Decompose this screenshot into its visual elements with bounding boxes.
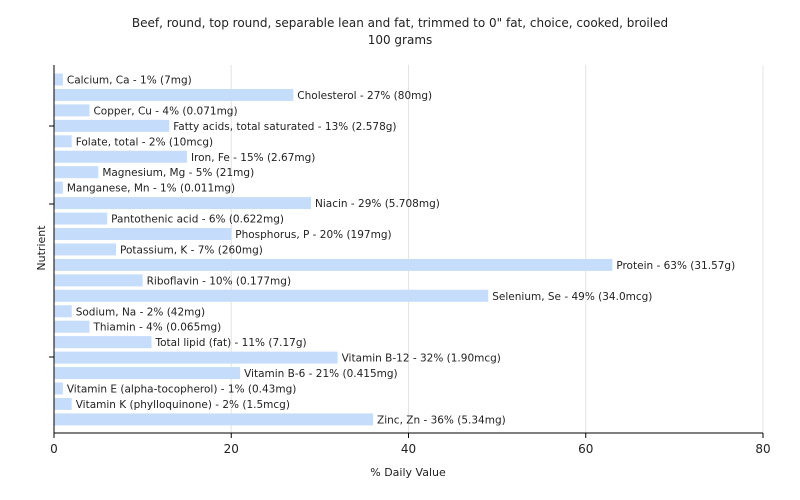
bar-label: Phosphorus, P - 20% (197mg) bbox=[235, 229, 391, 241]
bar bbox=[54, 166, 99, 179]
chart-title: Beef, round, top round, separable lean a… bbox=[132, 16, 668, 30]
bar-label: Calcium, Ca - 1% (7mg) bbox=[67, 75, 192, 87]
bar bbox=[54, 351, 338, 364]
bar bbox=[54, 413, 374, 426]
bar bbox=[54, 228, 232, 240]
bar bbox=[54, 382, 63, 395]
bar-label: Iron, Fe - 15% (2.67mg) bbox=[191, 152, 315, 164]
bar bbox=[54, 289, 489, 302]
y-axis-label: Nutrient bbox=[35, 225, 48, 271]
x-tick-label: 80 bbox=[755, 442, 770, 456]
x-tick-label: 20 bbox=[224, 442, 239, 456]
bar bbox=[54, 212, 108, 225]
bar-label: Selenium, Se - 49% (34.0mcg) bbox=[492, 291, 652, 303]
bar bbox=[54, 367, 241, 380]
bar bbox=[54, 336, 152, 349]
bar bbox=[54, 104, 90, 117]
bar-label: Protein - 63% (31.57g) bbox=[616, 260, 735, 272]
bar bbox=[54, 119, 170, 132]
bar bbox=[54, 135, 72, 148]
bar bbox=[54, 320, 90, 333]
bar-label: Vitamin K (phylloquinone) - 2% (1.5mcg) bbox=[76, 399, 290, 411]
bar bbox=[54, 150, 187, 163]
bar-label: Total lipid (fat) - 11% (7.17g) bbox=[154, 337, 306, 349]
bar-label: Niacin - 29% (5.708mg) bbox=[315, 198, 440, 210]
bar-label: Copper, Cu - 4% (0.071mg) bbox=[93, 105, 237, 117]
bar bbox=[54, 197, 312, 210]
bar-label: Folate, total - 2% (10mcg) bbox=[76, 136, 213, 148]
bar bbox=[54, 305, 72, 318]
bar bbox=[54, 243, 117, 256]
chart-subtitle: 100 grams bbox=[368, 33, 433, 47]
bar bbox=[54, 397, 72, 410]
bar bbox=[54, 88, 294, 101]
x-tick-label: 60 bbox=[578, 442, 593, 456]
bar-label: Zinc, Zn - 36% (5.34mg) bbox=[377, 414, 506, 426]
bar-label: Manganese, Mn - 1% (0.011mg) bbox=[67, 183, 235, 195]
bar-label: Cholesterol - 27% (80mg) bbox=[297, 90, 432, 102]
bar bbox=[54, 73, 63, 86]
bar-label: Thiamin - 4% (0.065mg) bbox=[92, 322, 221, 334]
bar-label: Riboflavin - 10% (0.177mg) bbox=[147, 275, 291, 287]
bar-label: Vitamin E (alpha-tocopherol) - 1% (0.43m… bbox=[67, 384, 296, 396]
x-tick-label: 40 bbox=[401, 442, 416, 456]
x-tick-label: 0 bbox=[50, 442, 58, 456]
bar-label: Potassium, K - 7% (260mg) bbox=[120, 244, 263, 256]
bar-label: Vitamin B-12 - 32% (1.90mcg) bbox=[342, 353, 501, 365]
x-axis-label: % Daily Value bbox=[370, 466, 446, 479]
bar-label: Vitamin B-6 - 21% (0.415mg) bbox=[244, 368, 398, 380]
bar-label: Magnesium, Mg - 5% (21mg) bbox=[102, 167, 254, 179]
bar-label: Fatty acids, total saturated - 13% (2.57… bbox=[173, 121, 396, 133]
bar bbox=[54, 181, 63, 194]
x-ticks: 0 20 40 60 80 bbox=[50, 433, 771, 456]
bar-label: Sodium, Na - 2% (42mg) bbox=[76, 306, 205, 318]
bar bbox=[54, 274, 143, 287]
bars: Calcium, Ca - 1% (7mg) Cholesterol - 27% … bbox=[54, 73, 735, 426]
bar bbox=[54, 258, 613, 271]
bar-label: Pantothenic acid - 6% (0.622mg) bbox=[111, 214, 284, 226]
